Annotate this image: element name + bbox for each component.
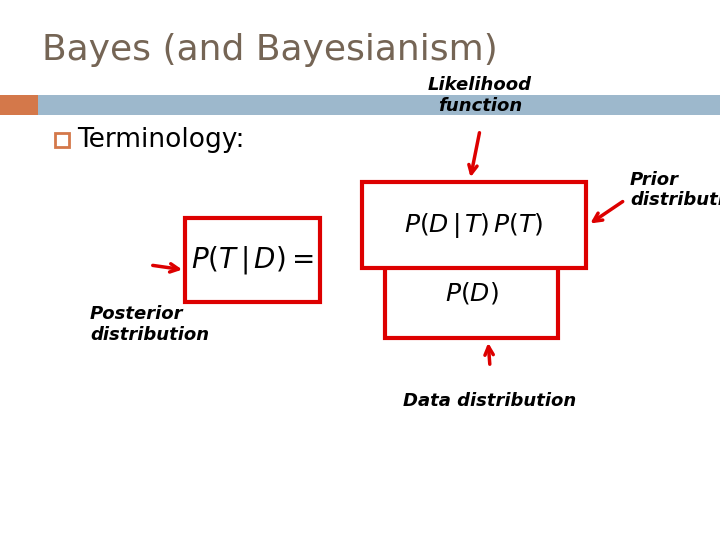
Bar [185, 218, 320, 302]
Bar [385, 232, 558, 338]
Bar [55, 133, 69, 147]
Text: Prior
distribution: Prior distribution [630, 171, 720, 210]
Bar [362, 182, 586, 268]
Bar [0, 95, 38, 115]
Text: $P(T\,|\,D)=$: $P(T\,|\,D)=$ [191, 244, 314, 276]
Text: $P(D)$: $P(D)$ [445, 280, 498, 306]
Bar [0, 95, 720, 115]
Text: $P(D\,|\,T)\,P(T)$: $P(D\,|\,T)\,P(T)$ [405, 211, 544, 240]
Text: Bayes (and Bayesianism): Bayes (and Bayesianism) [42, 33, 498, 67]
Text: Posterior
distribution: Posterior distribution [90, 305, 209, 344]
Text: Likelihood
function: Likelihood function [428, 76, 532, 115]
Text: Data distribution: Data distribution [403, 392, 577, 410]
Text: Terminology:: Terminology: [77, 127, 245, 153]
